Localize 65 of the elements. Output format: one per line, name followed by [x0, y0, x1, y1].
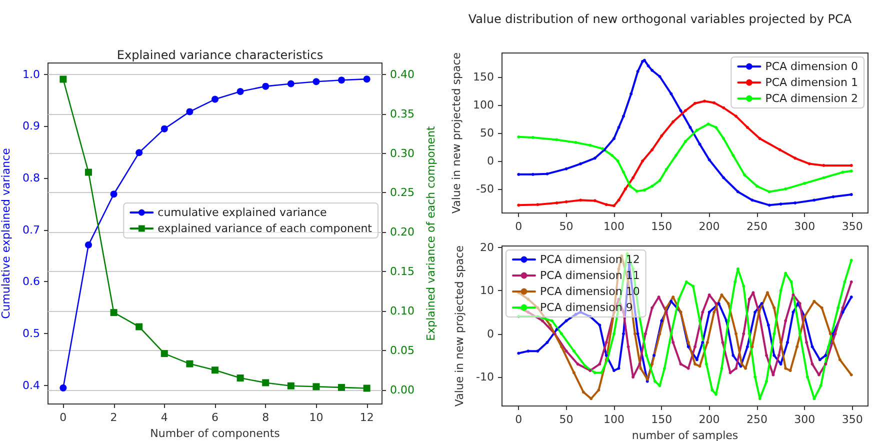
y-tick-label: 0.9	[22, 120, 40, 133]
y-tick-label: 100	[473, 98, 494, 112]
x-tick-label: 0	[515, 220, 522, 233]
y-tick-label: 0.7	[22, 223, 40, 236]
y2-tick-label: 0.10	[390, 304, 414, 318]
x-tick-label: 100	[603, 413, 624, 426]
y-axis-title: Value in new projected space	[450, 52, 464, 214]
x-tick-label: 350	[842, 413, 863, 426]
y-tick-label: 150	[473, 70, 494, 84]
x-tick-label: 150	[651, 220, 672, 233]
x-tick-label: 200	[698, 413, 720, 426]
legend-label: PCA dimension 0	[765, 60, 858, 73]
y2-tick-label: 0.05	[390, 344, 414, 357]
x-tick-label: 250	[746, 220, 768, 233]
y-tick-label: -10	[476, 370, 494, 384]
x-tick-label: 0	[515, 413, 522, 426]
x-tick-label: 50	[559, 220, 574, 233]
legend-label: explained variance of each component	[158, 222, 373, 235]
y-tick-label: 0.6	[22, 275, 40, 288]
y-tick-label: 0	[487, 154, 494, 168]
legend-label: PCA dimension 2	[765, 92, 858, 105]
y2-tick-label: 0.00	[390, 383, 414, 396]
y2-tick-label: 0.20	[390, 226, 414, 239]
x-tick-label: 2	[110, 411, 118, 424]
y-axis-title: Cumulative explained variance	[0, 148, 13, 319]
y2-axis-title: Explained variance of each component	[424, 125, 438, 341]
x-tick-label: 300	[794, 413, 816, 426]
y-tick-label: 20	[480, 240, 494, 254]
y2-tick-label: 0.25	[390, 186, 414, 200]
x-tick-label: 8	[262, 411, 270, 424]
x-tick-label: 300	[794, 220, 816, 233]
legend-label: PCA dimension 12	[540, 253, 640, 266]
x-tick-label: 0	[60, 411, 67, 424]
x-tick-label: 350	[842, 220, 863, 233]
y-tick-label: 1.0	[22, 68, 40, 81]
legend-label: cumulative explained variance	[158, 206, 328, 219]
y-tick-label: 0.4	[22, 378, 40, 392]
x-tick-label: 200	[698, 220, 720, 233]
legend-label: PCA dimension 10	[540, 285, 640, 298]
y2-tick-label: 0.35	[390, 107, 414, 120]
y-tick-label: 0	[487, 327, 494, 340]
chart-title: Explained variance characteristics	[116, 48, 324, 62]
legend-label: PCA dimension 1	[765, 76, 858, 89]
y-tick-label: 50	[480, 126, 494, 140]
x-tick-label: 4	[160, 411, 168, 424]
y2-tick-label: 0.15	[390, 265, 414, 278]
y-tick-label: -50	[476, 182, 494, 196]
chart-title: Value distribution of new orthogonal variables projected by PCA	[468, 12, 852, 26]
x-tick-label: 100	[603, 220, 624, 233]
legend-label: PCA dimension 11	[540, 269, 640, 282]
y-axis-title: Value in new projected space	[453, 245, 466, 407]
y-tick-label: 0.5	[22, 327, 40, 340]
x-axis-title: Number of components	[150, 426, 280, 440]
legend-label: PCA dimension 9	[540, 301, 633, 314]
x-tick-label: 150	[651, 413, 672, 426]
x-tick-label: 12	[360, 411, 374, 424]
y2-tick-label: 0.30	[390, 146, 414, 160]
x-tick-label: 250	[746, 413, 768, 426]
x-tick-label: 6	[212, 411, 218, 424]
x-tick-label: 10	[309, 411, 324, 424]
y-tick-label: 10	[480, 284, 494, 298]
x-axis-title: number of samples	[632, 428, 738, 441]
y-tick-label: 0.8	[22, 172, 40, 185]
x-tick-label: 50	[559, 413, 574, 426]
y2-tick-label: 0.40	[390, 68, 414, 82]
